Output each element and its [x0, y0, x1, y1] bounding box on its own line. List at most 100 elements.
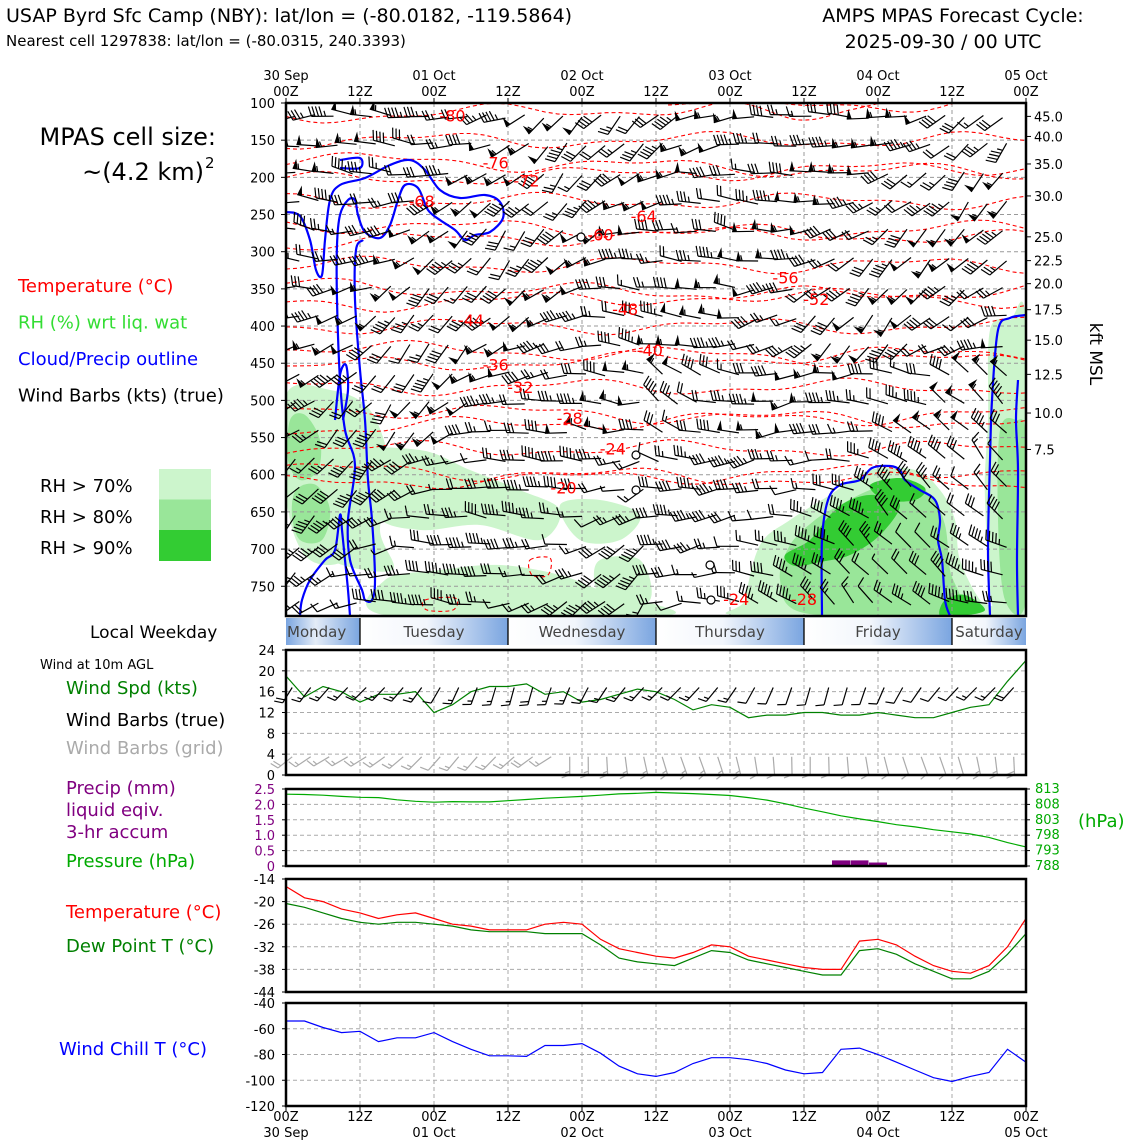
- main-barb-129-barb-0: [562, 213, 573, 219]
- main-barb-358-staff: [583, 369, 606, 377]
- main-barb-308: [346, 345, 373, 361]
- main-barb-560-barb-3: [819, 501, 823, 513]
- cloud-outline-3: [333, 363, 350, 421]
- main-barb-80: [347, 161, 372, 175]
- main-barb-415-half-1: [949, 389, 953, 396]
- main-barb-565-half-1: [911, 499, 916, 506]
- main-barb-230: [306, 283, 334, 297]
- main-barb-496-barb-1: [314, 495, 324, 502]
- temp-label-9: -44: [458, 311, 484, 330]
- main-barb-398-staff: [617, 401, 640, 406]
- main-barb-256-half-2: [813, 291, 819, 296]
- main-barb-217-barb-2: [794, 255, 802, 265]
- main-barb-519-barb-1: [755, 478, 760, 489]
- main-barb-596-barb-0: [773, 530, 776, 541]
- main-barb-252-flag-0: [732, 286, 738, 297]
- wind-barb-true-39: [993, 687, 1015, 702]
- main-barb-487-barb-1: [871, 439, 875, 450]
- main-barb-368-flag-0: [774, 370, 780, 381]
- main-barb-33-flag-0: [903, 114, 911, 125]
- main-barb-494-barb-1: [276, 491, 284, 501]
- wind-barb-true-34: [902, 687, 922, 703]
- main-barb-552-barb-1: [656, 504, 660, 515]
- wind-barb-true-20-half-1: [647, 695, 653, 699]
- main-barb-539-barb-0: [404, 505, 408, 516]
- main-barb-63-barb-0: [752, 132, 756, 143]
- main-barb-556: [727, 511, 755, 522]
- temp-label-14: -24: [600, 440, 626, 459]
- main-barb-574: [348, 539, 376, 550]
- main-barb-258-barb-2: [849, 296, 860, 301]
- main-barb-162-staff: [471, 228, 487, 246]
- main-barb-359: [602, 360, 625, 373]
- main-barb-490-barb-2: [933, 438, 939, 449]
- main-barb-345-barb-2: [335, 374, 345, 382]
- main-barb-522-barb-2: [819, 475, 821, 486]
- wind-panel-ytick-label-3: 12: [258, 707, 275, 722]
- main-barb-118-barb-0: [349, 193, 355, 204]
- cloud-outline-6: [1014, 379, 1020, 616]
- main-barb-25-barb-3: [759, 105, 763, 117]
- main-barb-90-barb-1: [543, 186, 554, 191]
- main-barb-140-flag-0: [774, 190, 780, 201]
- wind-barb-true-8-barb-0: [422, 700, 432, 704]
- main-barb-627-staff: [636, 572, 659, 576]
- temp-contour-8: [286, 277, 1026, 309]
- main-barb-528-barb-0: [932, 465, 938, 476]
- main-barb-321-staff: [598, 340, 621, 347]
- main-barb-140-staff: [774, 199, 797, 204]
- main-barb-645-barb-2: [986, 560, 989, 572]
- main-barb-563-barb-1: [876, 491, 884, 501]
- main-barb-203: [522, 257, 549, 274]
- weekday-label-5: Saturday: [955, 623, 1023, 641]
- main-barb-89-barb-0: [518, 182, 528, 190]
- main-barb-670-staff: [738, 591, 759, 604]
- main-barb-671: [757, 580, 778, 603]
- main-barb-227-half-2: [990, 266, 996, 272]
- main-barb-587-barb-0: [598, 552, 608, 560]
- main-barb-455-barb-1: [992, 411, 998, 422]
- main-barb-477-barb-2: [680, 446, 683, 457]
- main-barb-151: [986, 200, 1008, 219]
- main-barb-37: [976, 117, 1003, 132]
- main-barb-367-barb-2: [757, 365, 763, 376]
- main-barb-419-barb-1: [294, 433, 304, 442]
- main-barb-654-barb-2: [437, 589, 439, 600]
- main-barb-637-staff: [834, 557, 851, 574]
- main-barb-71-half-3: [915, 143, 920, 149]
- main-barb-625-barb-0: [594, 581, 604, 589]
- main-barb-158-staff: [389, 229, 411, 238]
- main-barb-148-barb-2: [928, 205, 939, 213]
- main-barb-503-barb-0: [445, 478, 450, 489]
- main-barb-652-half-4: [404, 598, 407, 604]
- main-barb-17-staff: [607, 115, 621, 135]
- main-barb-48: [468, 140, 491, 152]
- main-barb-524-barb-2: [859, 469, 864, 481]
- main-barb-512: [616, 488, 644, 503]
- main-barb-467-barb-0: [481, 447, 485, 458]
- main-barb-0-barb-1: [272, 111, 277, 121]
- wind-panel-ytick-label-5: 20: [258, 665, 275, 680]
- main-barb-285-barb-1: [643, 301, 646, 312]
- main-barb-350-flag-0: [431, 381, 441, 390]
- main-barb-524-staff: [854, 475, 874, 489]
- main-barb-507-barb-2: [529, 476, 534, 487]
- main-barb-419-barb-0: [291, 435, 301, 444]
- main-barb-156-staff: [350, 230, 372, 237]
- main-barb-512-staff: [625, 488, 644, 503]
- wind-barb-grid-5: [362, 756, 386, 768]
- main-barb-291-staff: [756, 314, 778, 323]
- main-barb-146: [883, 201, 912, 214]
- main-barb-80-staff: [349, 170, 372, 175]
- main-barb-592: [693, 538, 720, 550]
- temp-label-4: -64: [631, 207, 657, 226]
- main-barb-192-barb-0: [311, 251, 317, 262]
- main-barb-495: [293, 488, 319, 505]
- main-barb-68: [850, 137, 873, 149]
- main-barb-443-flag-0: [755, 428, 761, 439]
- main-barb-211: [675, 249, 701, 262]
- main-barb-542-staff: [465, 510, 487, 519]
- main-barb-196-staff: [394, 257, 415, 270]
- main-barb-514-barb-1: [658, 481, 664, 492]
- main-barb-217-barb-1: [791, 256, 799, 266]
